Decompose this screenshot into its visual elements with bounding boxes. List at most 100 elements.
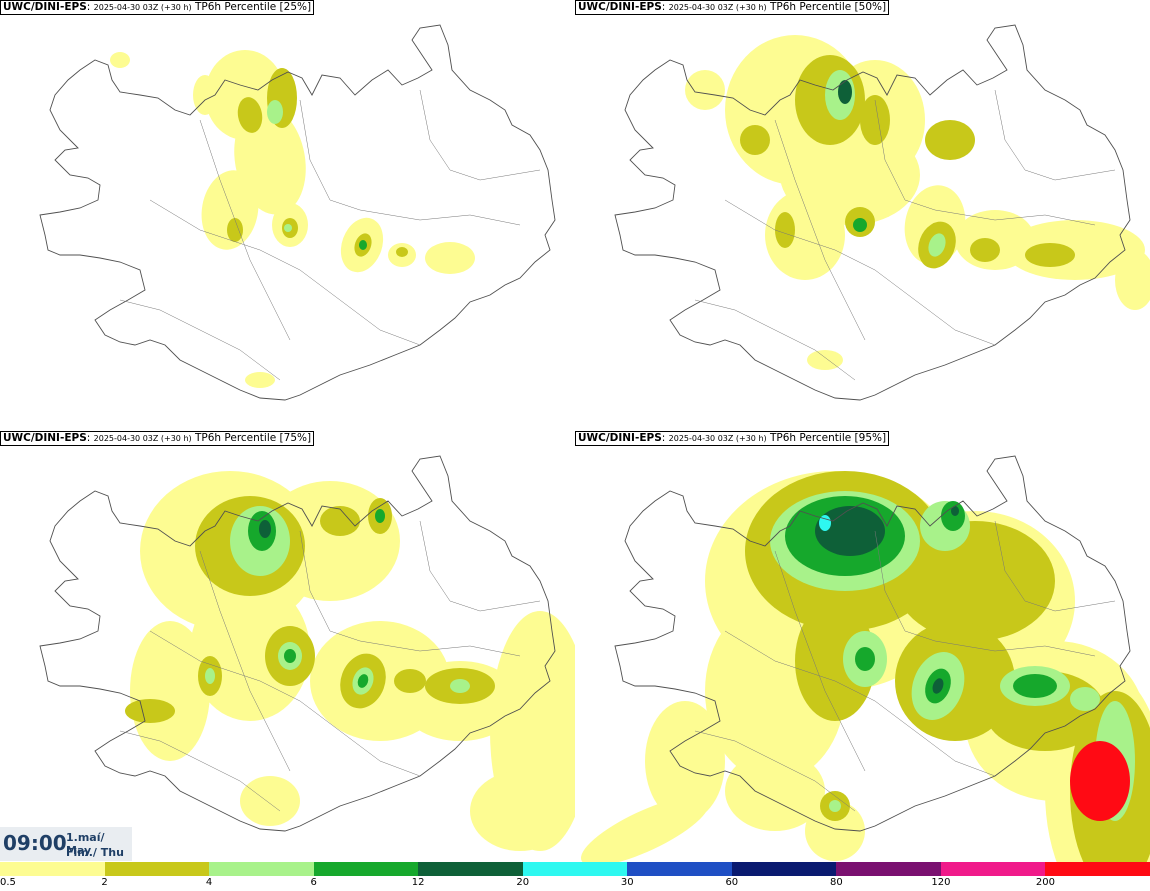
precip-area <box>245 372 275 388</box>
precip-area <box>815 506 885 556</box>
land-outline <box>39 455 556 832</box>
panel-title: UWC/DINI-EPS: 2025-04-30 03Z (+30 h) TP6… <box>575 0 890 15</box>
legend-tick-label: 80 <box>829 877 843 888</box>
precip-overlay <box>125 471 575 851</box>
legend-swatch <box>209 862 314 876</box>
precip-area <box>740 125 770 155</box>
region-border <box>149 630 421 777</box>
precip-area <box>1115 250 1150 310</box>
map-panel-75: UWC/DINI-EPS: 2025-04-30 03Z (+30 h) TP6… <box>0 431 575 862</box>
precip-area <box>829 800 841 812</box>
precip-area <box>925 120 975 160</box>
precip-area <box>227 218 243 242</box>
legend-ticks: 0.5 2 4 6 12 20 30 60 80 120 200 <box>0 876 1150 891</box>
precip-area <box>125 699 175 723</box>
precip-area <box>860 95 890 145</box>
coastline <box>614 24 1131 401</box>
region-border <box>724 199 996 346</box>
legend-swatch <box>0 862 105 876</box>
coastline <box>39 455 556 832</box>
precip-area <box>237 97 263 133</box>
region-border <box>774 119 866 341</box>
coastline <box>39 24 556 401</box>
legend-tick-label: 12 <box>411 877 425 888</box>
precip-area <box>819 515 831 531</box>
region-border <box>119 299 281 381</box>
valid-time: 09:00 <box>3 831 67 855</box>
precip-area <box>396 247 408 257</box>
precip-area <box>970 238 1000 262</box>
legend-swatch <box>836 862 941 876</box>
legend-swatch <box>104 862 210 876</box>
panel-title: UWC/DINI-EPS: 2025-04-30 03Z (+30 h) TP6… <box>0 0 315 15</box>
region-border <box>299 99 521 226</box>
precip-area <box>1025 243 1075 267</box>
precip-area <box>1070 741 1130 821</box>
legend-tick-label: 120 <box>931 877 951 888</box>
land-outline <box>39 24 556 401</box>
panel-title: UWC/DINI-EPS: 2025-04-30 03Z (+30 h) TP6… <box>0 431 315 446</box>
legend-tick-label: 200 <box>1035 877 1055 888</box>
region-border <box>874 99 1096 226</box>
region-border <box>694 299 856 381</box>
legend-tick-label: 6 <box>310 877 317 888</box>
region-border <box>994 520 1116 612</box>
region-border <box>724 630 996 777</box>
region-border <box>199 550 291 772</box>
precip-area <box>470 771 570 851</box>
precip-area <box>394 669 426 693</box>
precip-area <box>193 75 217 115</box>
iceland-map <box>39 455 575 851</box>
precip-area <box>1070 687 1100 711</box>
region-border <box>299 530 521 657</box>
precip-area <box>110 52 130 68</box>
legend-swatch <box>731 862 837 876</box>
color-legend <box>0 862 1150 876</box>
legend-tick-label: 4 <box>205 877 213 888</box>
coastline <box>614 455 1131 832</box>
precip-area <box>805 801 865 861</box>
legend-tick-label: 60 <box>725 877 739 888</box>
region-border <box>199 119 291 341</box>
precip-area <box>284 224 292 232</box>
precip-area <box>425 242 475 274</box>
precip-area <box>359 240 367 250</box>
iceland-map <box>39 24 556 401</box>
precip-area <box>725 751 825 831</box>
legend-tick-label: 30 <box>620 877 634 888</box>
valid-date-line1: 1.maí/ May <box>66 831 105 857</box>
region-border <box>419 89 541 181</box>
precip-area <box>201 170 259 250</box>
precip-area <box>284 649 296 663</box>
legend-tick-label: 0.5 <box>0 877 16 888</box>
precip-area <box>1013 674 1057 698</box>
precip-area <box>580 796 710 862</box>
precip-area <box>130 621 210 761</box>
precip-area <box>375 509 385 523</box>
precip-area <box>941 501 965 531</box>
map-panel-95: UWC/DINI-EPS: 2025-04-30 03Z (+30 h) TP6… <box>575 431 1150 862</box>
precip-overlay <box>110 50 475 388</box>
iceland-map <box>614 24 1150 401</box>
precip-area <box>320 506 360 536</box>
precip-area <box>855 647 875 671</box>
precip-area <box>807 350 843 370</box>
precip-area <box>951 506 959 516</box>
precip-area <box>775 212 795 248</box>
valid-date-line2: Fim./ Thu <box>66 846 124 859</box>
precip-area <box>853 218 867 232</box>
region-border <box>149 199 421 346</box>
valid-time-box: 09:00 1.maí/ May Fim./ Thu <box>0 827 132 861</box>
precip-area <box>450 679 470 693</box>
legend-swatch <box>1045 862 1150 876</box>
precip-area <box>932 678 944 694</box>
region-border <box>419 520 541 612</box>
iceland-map <box>580 455 1150 862</box>
region-border <box>774 550 866 772</box>
precip-area <box>259 520 271 538</box>
legend-tick-label: 20 <box>516 877 530 888</box>
legend-swatch <box>522 862 628 876</box>
legend-swatch <box>627 862 732 876</box>
precip-area <box>205 668 215 684</box>
precip-area <box>357 674 369 688</box>
